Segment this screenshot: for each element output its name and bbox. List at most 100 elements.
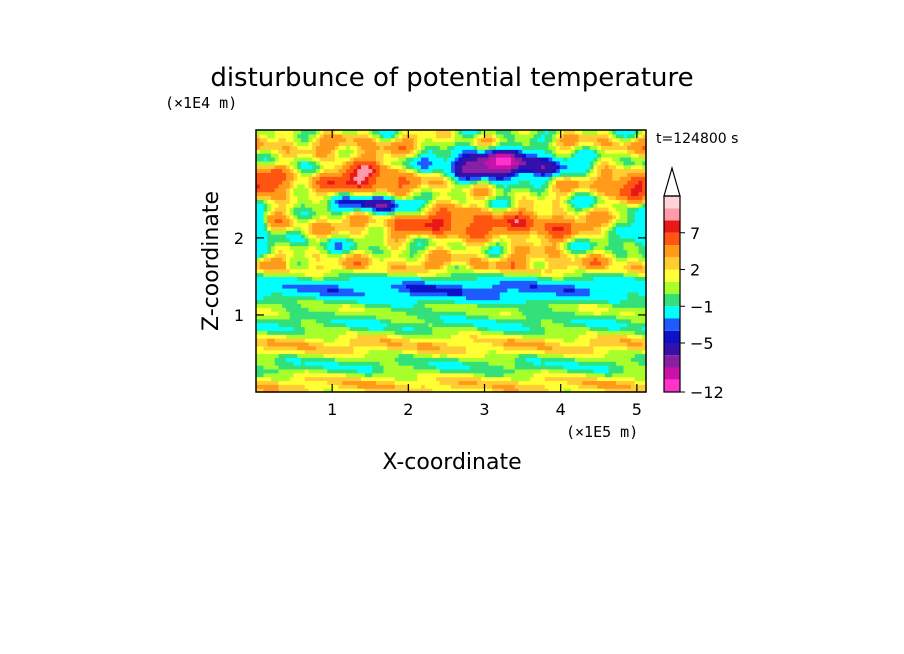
heatmap-cell — [432, 338, 437, 343]
heatmap-cell — [469, 368, 475, 374]
heatmap-cell — [586, 303, 591, 308]
heatmap-cell — [372, 276, 377, 281]
heatmap-cell — [428, 345, 433, 351]
heatmap-cell — [256, 345, 261, 351]
heatmap-cell — [323, 384, 328, 389]
heatmap-cell — [436, 214, 441, 220]
heatmap-cell — [619, 287, 625, 293]
heatmap-cell — [409, 307, 415, 312]
heatmap-cell — [578, 264, 583, 270]
heatmap-cell — [593, 257, 598, 262]
heatmap-cell — [421, 234, 426, 239]
heatmap-cell — [544, 253, 550, 258]
heatmap-cell — [421, 368, 426, 374]
heatmap-cell — [308, 380, 313, 385]
heatmap-cell — [267, 207, 272, 212]
heatmap-cell — [383, 388, 388, 393]
heatmap-cell — [297, 222, 302, 227]
heatmap-cell — [398, 326, 403, 331]
heatmap-cell — [282, 287, 287, 293]
heatmap-cell — [638, 365, 643, 370]
heatmap-cell — [417, 295, 422, 301]
heatmap-cell — [571, 380, 576, 385]
heatmap-cell — [443, 376, 448, 382]
heatmap-cell — [616, 341, 621, 347]
heatmap-cell — [342, 380, 347, 385]
heatmap-cell — [552, 314, 557, 320]
heatmap-cell — [499, 249, 505, 254]
heatmap-cell — [492, 338, 497, 343]
heatmap-cell — [492, 237, 497, 243]
heatmap-cell — [469, 388, 475, 393]
heatmap-cell — [458, 372, 463, 378]
heatmap-cell — [522, 388, 527, 393]
heatmap-cell — [593, 214, 598, 220]
heatmap-cell — [608, 303, 613, 308]
heatmap-cell — [466, 234, 471, 239]
heatmap-cell — [274, 253, 280, 258]
heatmap-cell — [466, 226, 471, 231]
heatmap-cell — [548, 249, 553, 254]
heatmap-cell — [597, 318, 602, 324]
heatmap-cell — [638, 314, 643, 320]
heatmap-cell — [256, 365, 261, 370]
heatmap-cell — [627, 376, 632, 382]
heatmap-cell — [259, 326, 265, 331]
heatmap-cell — [436, 291, 441, 297]
heatmap-cell — [439, 330, 445, 335]
heatmap-cell — [376, 276, 381, 281]
heatmap-cell — [488, 314, 493, 320]
heatmap-cell — [597, 388, 602, 393]
heatmap-cell — [526, 314, 531, 320]
heatmap-cell — [372, 295, 377, 301]
heatmap-cell — [391, 257, 396, 262]
heatmap-cell — [593, 361, 598, 366]
heatmap-cell — [364, 264, 370, 270]
heatmap-cell — [428, 368, 433, 374]
heatmap-cell — [282, 334, 287, 339]
heatmap-cell — [263, 326, 268, 331]
heatmap-cell — [372, 372, 377, 378]
heatmap-cell — [514, 245, 520, 251]
heatmap-cell — [597, 276, 602, 281]
heatmap-cell — [289, 326, 295, 331]
heatmap-cell — [541, 210, 546, 216]
heatmap-cell — [466, 241, 471, 247]
heatmap-cell — [638, 368, 643, 374]
heatmap-cell — [409, 284, 415, 289]
heatmap-cell — [466, 345, 471, 351]
heatmap-cell — [582, 322, 587, 328]
heatmap-cell — [488, 230, 493, 235]
heatmap-cell — [597, 222, 602, 227]
heatmap-cell — [394, 272, 400, 278]
heatmap-cell — [278, 207, 283, 212]
heatmap-cell — [391, 261, 396, 266]
heatmap-cell — [402, 334, 407, 339]
heatmap-cell — [424, 253, 430, 258]
heatmap-cell — [312, 380, 317, 385]
heatmap-cell — [349, 341, 355, 347]
heatmap-cell — [631, 218, 636, 224]
heatmap-cell — [496, 307, 501, 312]
heatmap-cell — [319, 261, 325, 266]
heatmap-cell — [267, 361, 272, 366]
heatmap-cell — [447, 314, 452, 320]
heatmap-cell — [526, 326, 531, 331]
heatmap-cell — [529, 353, 535, 358]
heatmap-cell — [316, 334, 321, 339]
heatmap-cell — [256, 272, 261, 278]
heatmap-cell — [586, 291, 591, 297]
heatmap-cell — [413, 338, 418, 343]
heatmap-cell — [533, 314, 538, 320]
heatmap-cell — [507, 338, 512, 343]
heatmap-cell — [282, 295, 287, 301]
heatmap-cell — [346, 241, 351, 247]
heatmap-cell — [458, 230, 463, 235]
heatmap-cell — [631, 230, 636, 235]
heatmap-cell — [323, 245, 328, 251]
heatmap-cell — [368, 295, 373, 301]
heatmap-cell — [559, 303, 565, 308]
heatmap-cell — [473, 249, 478, 254]
heatmap-cell — [331, 338, 336, 343]
heatmap-cell — [286, 295, 291, 301]
